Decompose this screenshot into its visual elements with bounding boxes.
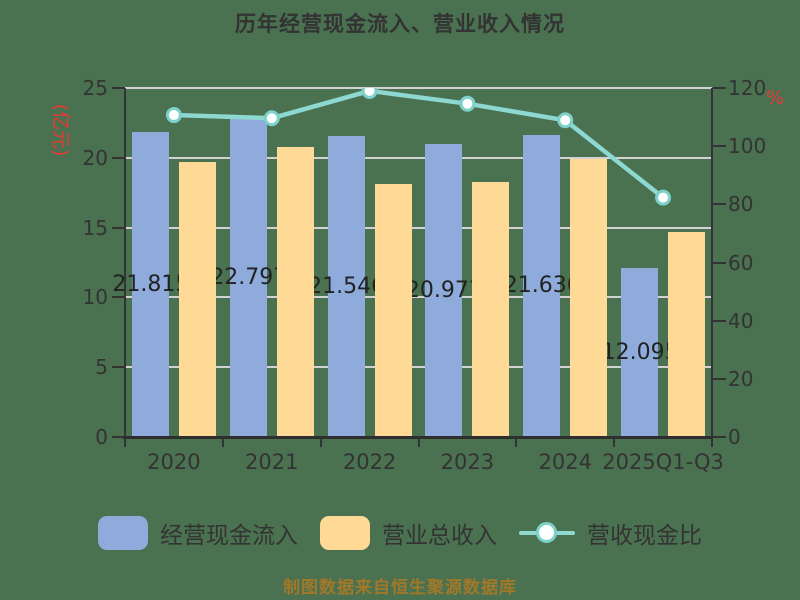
bar-value-label: 12.095 (601, 339, 679, 365)
x-axis-label: 2021 (245, 450, 299, 474)
bar-revenue (276, 146, 314, 437)
gridline (125, 226, 712, 229)
left-axis-tick-label: 25 (82, 76, 108, 100)
right-axis-tick-label: 100 (728, 134, 767, 159)
bar-revenue (374, 184, 412, 437)
right-axis-tick (713, 261, 726, 264)
legend: 经营现金流入 营业总收入 营收现金比 (0, 516, 800, 550)
bar-cash-inflow (425, 144, 463, 437)
ratio-marker (263, 110, 280, 127)
left-axis-tick-label: 5 (95, 355, 108, 380)
bar-cash-inflow (229, 118, 267, 437)
x-axis-label: 2023 (440, 450, 495, 474)
ratio-marker (655, 189, 672, 206)
ratio-marker (557, 112, 574, 129)
left-axis-line (124, 88, 126, 439)
bar-revenue (570, 159, 608, 437)
x-axis-tick (221, 437, 224, 447)
bar-cash-inflow (327, 136, 365, 437)
right-axis-tick (713, 145, 726, 148)
right-axis-tick (713, 87, 726, 89)
chart-title: 历年经营现金流入、营业收入情况 (235, 12, 565, 36)
left-axis-tick-label: 10 (82, 285, 108, 310)
gridline (125, 296, 712, 299)
bar-revenue (668, 231, 706, 437)
revenue-swatch (320, 516, 370, 550)
ratio-line (171, 88, 666, 200)
legend-item-revenue: 营业总收入 (320, 516, 497, 550)
right-axis-tick (713, 436, 726, 438)
ratio-line-chart (165, 88, 672, 206)
legend-item-ratio: 营收现金比 (519, 516, 702, 550)
x-axis-tick (417, 437, 420, 447)
gridline (125, 366, 712, 369)
left-axis-tick-label: 15 (82, 215, 108, 240)
bar-value-label: 21.636 (503, 272, 581, 298)
right-axis-tick-label: 60 (728, 250, 754, 275)
right-axis-tick (713, 319, 726, 322)
x-axis-label: 2020 (147, 450, 201, 474)
x-axis-tick (319, 437, 322, 447)
ratio-line-swatch (519, 520, 575, 546)
left-axis-tick (112, 366, 125, 369)
right-axis-tick-label: 0 (728, 425, 741, 449)
bar-cash-inflow (523, 134, 561, 437)
x-axis-tick (515, 437, 518, 447)
left-axis-tick (112, 436, 125, 438)
ratio-marker (459, 95, 476, 112)
x-axis-tick (711, 437, 713, 447)
x-axis-line (123, 436, 713, 439)
ratio-marker (165, 107, 182, 124)
bar-cash-inflow (621, 268, 659, 437)
right-axis-tick-label: 40 (728, 308, 754, 333)
left-axis-tick (112, 226, 125, 229)
cash-inflow-swatch (98, 516, 148, 550)
bar-revenue (178, 161, 216, 437)
legend-label-ratio: 营收现金比 (587, 523, 702, 549)
x-axis-label: 2024 (538, 450, 592, 474)
x-axis-label: 2025Q1-Q3 (602, 450, 724, 474)
right-axis-tick (713, 377, 726, 380)
right-axis-tick-label: 80 (728, 192, 754, 217)
x-axis-tick (613, 437, 616, 447)
right-axis-tick-label: 120 (728, 76, 767, 100)
x-axis-label: 2022 (342, 450, 397, 474)
left-axis-tick-label: 0 (95, 425, 108, 449)
x-axis-tick (124, 437, 126, 447)
right-axis-tick-label: 20 (728, 366, 754, 391)
bar-value-label: 20.977 (405, 277, 483, 303)
right-axis-line (711, 88, 713, 439)
ratio-marker-sample-icon (536, 522, 557, 543)
right-axis-unit-label: % (766, 87, 785, 109)
left-axis-tick (112, 156, 125, 159)
gridline (125, 87, 712, 89)
left-axis-tick (112, 87, 125, 89)
gridline (125, 156, 712, 159)
legend-item-cash-inflow: 经营现金流入 (98, 516, 298, 550)
legend-label-revenue: 营业总收入 (382, 523, 497, 549)
legend-label-cash-inflow: 经营现金流入 (160, 523, 298, 549)
left-axis-tick (112, 296, 125, 299)
bar-cash-inflow (131, 132, 169, 437)
bar-revenue (472, 181, 510, 437)
bar-value-label: 22.797 (210, 264, 288, 290)
ratio-marker (361, 88, 378, 99)
right-axis-tick (713, 203, 726, 206)
data-source-footer: 制图数据来自恒生聚源数据库 (283, 578, 517, 598)
left-axis-tick-label: 20 (82, 145, 108, 170)
bar-value-label: 21.815 (112, 271, 190, 297)
bar-value-label: 21.546 (308, 273, 386, 299)
